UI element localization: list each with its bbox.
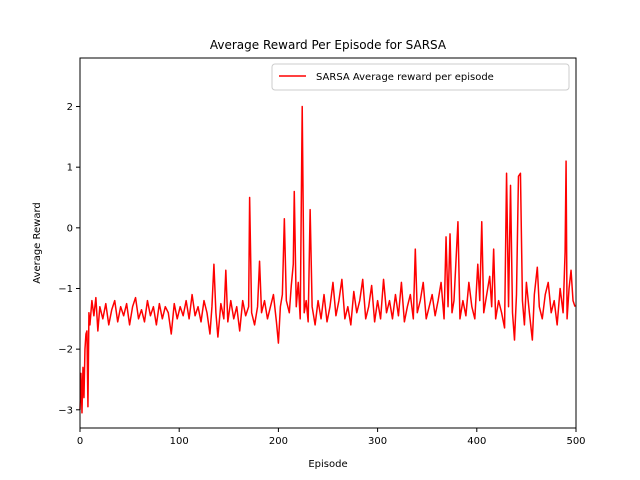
y-tick-label: 0 xyxy=(67,223,73,234)
x-tick-label: 100 xyxy=(170,436,189,447)
legend-label: SARSA Average reward per episode xyxy=(316,72,494,83)
x-axis-label: Episode xyxy=(308,459,347,470)
y-axis-ticks: −3 −2 −1 0 1 2 xyxy=(58,102,80,416)
y-tick-label: −3 xyxy=(58,405,73,416)
y-tick-label: 2 xyxy=(67,102,73,113)
plot-frame xyxy=(79,57,577,429)
x-tick-label: 0 xyxy=(77,436,83,447)
legend-box xyxy=(271,63,570,91)
legend: SARSA Average reward per episode xyxy=(271,63,570,91)
x-tick-label: 200 xyxy=(269,436,288,447)
series-lines xyxy=(79,105,576,414)
y-tick-label: −2 xyxy=(58,345,73,356)
series-line-0 xyxy=(79,105,576,414)
y-axis-label: Average Reward xyxy=(32,202,43,283)
y-tick-label: −1 xyxy=(58,284,73,295)
x-tick-label: 500 xyxy=(566,436,585,447)
x-tick-label: 300 xyxy=(368,436,387,447)
chart-title: Average Reward Per Episode for SARSA xyxy=(210,38,447,52)
x-tick-label: 400 xyxy=(467,436,486,447)
x-axis-ticks: 0 100 200 300 400 500 xyxy=(77,428,586,447)
y-tick-label: 1 xyxy=(67,163,73,174)
